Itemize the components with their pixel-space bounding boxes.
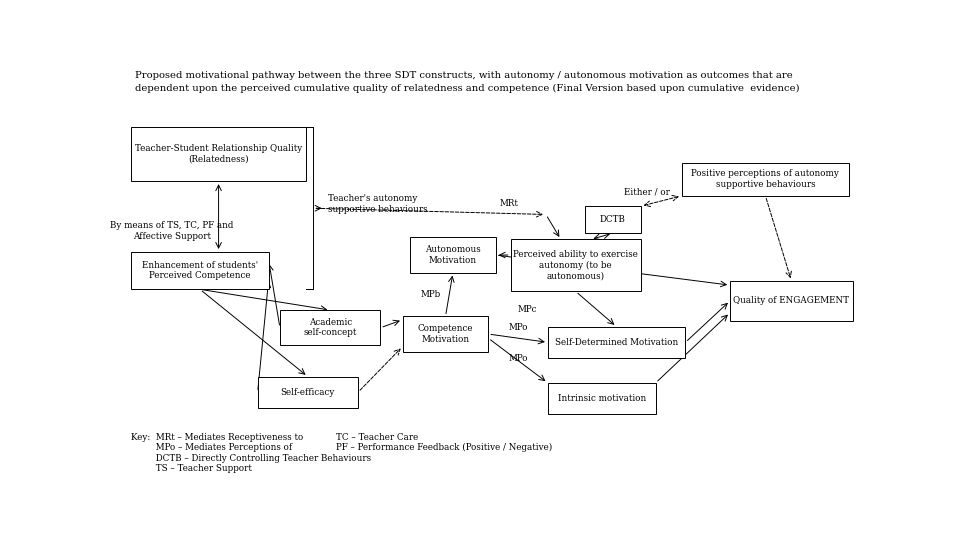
- Text: Perceived ability to exercise
autonomy (to be
autonomous): Perceived ability to exercise autonomy (…: [514, 251, 638, 280]
- FancyBboxPatch shape: [410, 238, 495, 273]
- Text: MPo: MPo: [508, 323, 528, 332]
- Text: Positive perceptions of autonomy
supportive behaviours: Positive perceptions of autonomy support…: [691, 170, 839, 189]
- Text: Proposed motivational pathway between the three SDT constructs, with autonomy / : Proposed motivational pathway between th…: [134, 71, 793, 80]
- FancyBboxPatch shape: [280, 310, 380, 346]
- Text: Self-efficacy: Self-efficacy: [280, 388, 335, 397]
- FancyBboxPatch shape: [257, 377, 358, 408]
- Text: By means of TS, TC, PF and
Affective Support: By means of TS, TC, PF and Affective Sup…: [110, 221, 234, 241]
- FancyBboxPatch shape: [548, 383, 656, 414]
- Text: MPo: MPo: [508, 354, 528, 363]
- Text: Intrinsic motivation: Intrinsic motivation: [558, 394, 646, 403]
- Text: Autonomous
Motivation: Autonomous Motivation: [425, 245, 481, 265]
- Text: Key:  MRt – Mediates Receptiveness to
         MPo – Mediates Perceptions of
   : Key: MRt – Mediates Receptiveness to MPo…: [132, 433, 372, 473]
- Text: Competence
Motivation: Competence Motivation: [418, 325, 473, 344]
- Text: MPc: MPc: [518, 305, 538, 314]
- Text: Academic
self-concept: Academic self-concept: [303, 318, 357, 338]
- FancyBboxPatch shape: [403, 316, 489, 352]
- Text: Teacher-Student Relationship Quality
(Relatedness): Teacher-Student Relationship Quality (Re…: [135, 145, 302, 164]
- Text: MRt: MRt: [499, 199, 518, 208]
- Text: Enhancement of students'
Perceived Competence: Enhancement of students' Perceived Compe…: [142, 261, 258, 280]
- Text: TC – Teacher Care
PF – Performance Feedback (Positive / Negative): TC – Teacher Care PF – Performance Feedb…: [336, 433, 552, 453]
- Text: DCTB: DCTB: [600, 215, 626, 224]
- FancyBboxPatch shape: [132, 127, 306, 181]
- FancyBboxPatch shape: [585, 206, 641, 233]
- Text: Quality of ENGAGEMENT: Quality of ENGAGEMENT: [733, 296, 850, 305]
- FancyBboxPatch shape: [511, 239, 641, 292]
- FancyBboxPatch shape: [548, 327, 685, 358]
- Text: dependent upon the perceived cumulative quality of relatedness and competence (F: dependent upon the perceived cumulative …: [134, 84, 800, 93]
- Text: MPb: MPb: [420, 290, 441, 299]
- FancyBboxPatch shape: [682, 163, 849, 196]
- FancyBboxPatch shape: [132, 252, 269, 289]
- Text: Self-Determined Motivation: Self-Determined Motivation: [555, 338, 679, 347]
- FancyBboxPatch shape: [730, 281, 852, 321]
- Text: Teacher's autonomy
supportive behaviours: Teacher's autonomy supportive behaviours: [328, 194, 428, 214]
- Text: Either / or: Either / or: [624, 188, 670, 197]
